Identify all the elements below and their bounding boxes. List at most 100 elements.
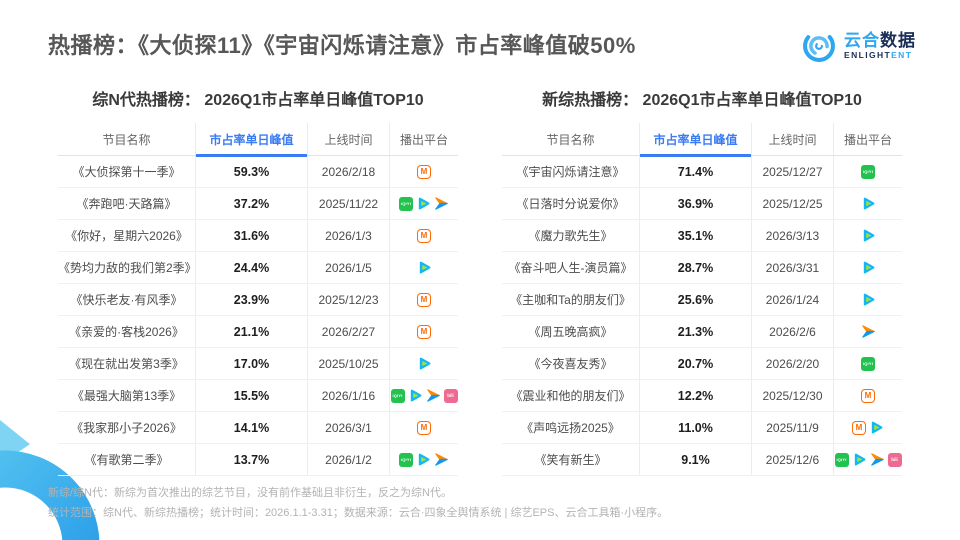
table-row: 《你好，星期六2026》 31.6% 2026/1/3 M — [58, 220, 458, 252]
table-row: 《笑有新生》 9.1% 2025/12/6 iQIYI bili — [502, 444, 902, 476]
launch-date: 2026/3/13 — [752, 220, 834, 251]
tencent-video-icon — [419, 261, 430, 274]
ranking-table-new: 新综热播榜： 2026Q1市占率单日峰值TOP10 节目名称 市占率单日峰值 上线时… — [502, 86, 902, 476]
show-name: 《现在就出发第3季》 — [58, 348, 196, 379]
platform-icons — [834, 252, 902, 283]
launch-date: 2026/2/18 — [308, 156, 390, 187]
launch-date: 2026/2/20 — [752, 348, 834, 379]
platform-icons: M — [390, 220, 458, 251]
show-name: 《势均力敌的我们第2季》 — [58, 252, 197, 283]
peak-value: 13.7% — [196, 444, 308, 475]
peak-value: 71.4% — [640, 156, 752, 187]
peak-value: 12.2% — [640, 380, 752, 411]
show-name: 《震业和他的朋友们》 — [502, 380, 640, 411]
section-title: 新综热播榜： 2026Q1市占率单日峰值TOP10 — [542, 92, 862, 109]
platform-icons: M — [390, 316, 458, 347]
column-header: 市占率单日峰值 — [196, 123, 308, 157]
tencent-video-icon — [863, 293, 874, 306]
bilibili-icon: bili — [443, 388, 458, 403]
table-row: 《最强大脑第13季》 15.5% 2026/1/16 iQIYI bili — [58, 380, 458, 412]
platform-icons: M — [834, 412, 902, 443]
launch-date: 2025/12/27 — [752, 156, 834, 187]
peak-value: 21.3% — [640, 316, 752, 347]
show-name: 《奔跑吧·天路篇》 — [58, 188, 196, 219]
iqiyi-icon: iQIYI — [399, 196, 413, 211]
tencent-video-icon — [419, 357, 430, 370]
triangle-decoration — [0, 420, 30, 464]
show-name: 《亲爱的·客栈2026》 — [58, 316, 196, 347]
tencent-video-icon — [863, 229, 874, 242]
launch-date: 2026/3/31 — [752, 252, 834, 283]
tencent-video-icon — [871, 421, 883, 434]
mgtv-icon: M — [417, 420, 431, 435]
platform-icons — [390, 348, 458, 379]
table-row: 《奔跑吧·天路篇》 37.2% 2025/11/22 iQIYI — [58, 188, 458, 220]
peak-value: 17.0% — [196, 348, 308, 379]
show-name: 《今夜喜友秀》 — [502, 348, 640, 379]
table-header: 节目名称 市占率单日峰值 上线时间 播出平台 — [502, 123, 902, 157]
footnotes: 新综/综N代：新综为首次推出的综艺节目，没有前作基础且非衍生，反之为综N代。 统… — [48, 486, 668, 526]
logo-cn-dark: 数据 — [880, 30, 916, 50]
platform-icons: iQIYI — [390, 188, 458, 219]
peak-value: 36.9% — [640, 188, 752, 219]
mgtv-icon: M — [417, 292, 431, 307]
launch-date: 2026/1/3 — [308, 220, 390, 251]
platform-icons: M — [390, 284, 458, 315]
show-name: 《最强大脑第13季》 — [58, 380, 196, 411]
tencent-video-icon — [863, 261, 874, 274]
launch-date: 2025/12/6 — [752, 444, 834, 475]
tencent-video-icon — [863, 197, 874, 210]
brand-logo: 云合数据 ENLIGHTENT — [801, 28, 916, 64]
platform-icons — [834, 220, 902, 251]
table-row: 《有歌第二季》 13.7% 2026/1/2 iQIYI — [58, 444, 458, 476]
launch-date: 2025/12/25 — [752, 188, 834, 219]
table-row: 《周五晚高疯》 21.3% 2026/2/6 — [502, 316, 902, 348]
youku-icon — [870, 453, 884, 466]
page-title: 热播榜：《大侦探11》《宇宙闪烁请注意》市占率峰值破50% — [48, 33, 636, 58]
mgtv-icon: M — [852, 420, 866, 435]
launch-date: 2026/1/2 — [308, 444, 390, 475]
show-name: 《有歌第二季》 — [58, 444, 196, 475]
table-row: 《现在就出发第3季》 17.0% 2025/10/25 — [58, 348, 458, 380]
launch-date: 2026/1/5 — [308, 252, 390, 283]
launch-date: 2026/2/27 — [308, 316, 390, 347]
section-title: 综N代热播榜： 2026Q1市占率单日峰值TOP10 — [92, 92, 424, 109]
table-row: 《快乐老友·有风季》 23.9% 2025/12/23 M — [58, 284, 458, 316]
show-name: 《宇宙闪烁请注意》 — [502, 156, 640, 187]
iqiyi-icon: iQIYI — [390, 388, 405, 403]
tencent-video-icon — [854, 453, 865, 466]
table-row: 《今夜喜友秀》 20.7% 2026/2/20 iQIYI — [502, 348, 902, 380]
peak-value: 31.6% — [196, 220, 308, 251]
table-row: 《我家那小子2026》 14.1% 2026/3/1 M — [58, 412, 458, 444]
youku-icon — [435, 453, 448, 466]
show-name: 《你好，星期六2026》 — [58, 220, 196, 251]
column-header: 市占率单日峰值 — [640, 123, 752, 157]
platform-icons — [834, 316, 902, 347]
footnote-definition: 新综/综N代：新综为首次推出的综艺节目，没有前作基础且非衍生，反之为综N代。 — [48, 487, 452, 499]
launch-date: 2025/12/30 — [752, 380, 834, 411]
launch-date: 2026/2/6 — [752, 316, 834, 347]
bilibili-icon: bili — [887, 452, 902, 467]
column-header: 播出平台 — [399, 132, 448, 147]
peak-value: 23.9% — [196, 284, 308, 315]
table-row: 《宇宙闪烁请注意》 71.4% 2025/12/27 iQIYI — [502, 156, 902, 188]
peak-value: 24.4% — [196, 252, 308, 283]
iqiyi-icon: iQIYI — [861, 356, 875, 371]
footnote-source: 统计范围：综N代、新综热播榜；统计时间：2026.1.1-3.31；数据来源：云… — [48, 507, 669, 519]
table-row: 《日落时分说爱你》 36.9% 2025/12/25 — [502, 188, 902, 220]
launch-date: 2026/1/16 — [308, 380, 390, 411]
logo-en-dark: ENLIGHT — [844, 50, 892, 61]
page-header: 热播榜：《大侦探11》《宇宙闪烁请注意》市占率峰值破50% 云合数据 ENLIG… — [48, 28, 916, 64]
platform-icons: M — [834, 380, 902, 411]
peak-value: 11.0% — [640, 412, 752, 443]
peak-value: 28.7% — [640, 252, 752, 283]
table-row: 《亲爱的·客栈2026》 21.1% 2026/2/27 M — [58, 316, 458, 348]
ranking-table-returning: 综N代热播榜： 2026Q1市占率单日峰值TOP10 节目名称 市占率单日峰值 上线… — [58, 86, 458, 476]
launch-date: 2026/1/24 — [752, 284, 834, 315]
table-header: 节目名称 市占率单日峰值 上线时间 播出平台 — [58, 123, 458, 157]
column-header: 上线时间 — [752, 123, 834, 155]
show-name: 《大侦探第十一季》 — [58, 156, 196, 187]
table-row: 《声鸣远扬2025》 11.0% 2025/11/9 M — [502, 412, 902, 444]
tencent-video-icon — [418, 197, 430, 210]
